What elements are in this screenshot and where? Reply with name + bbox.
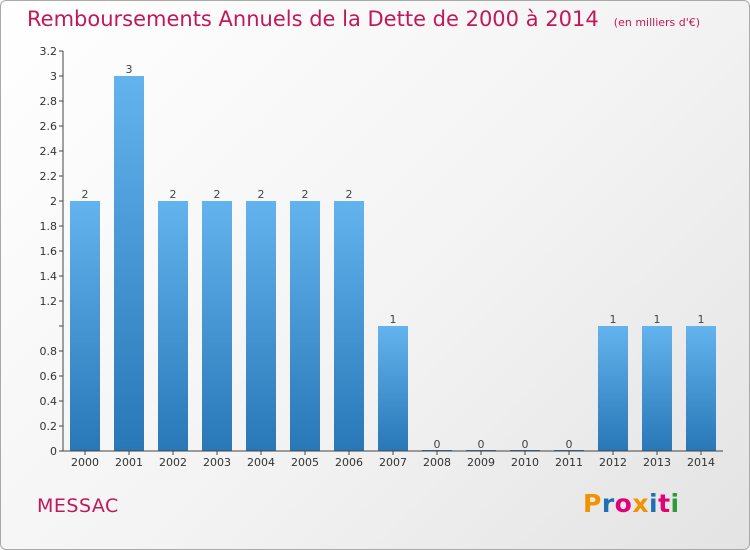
bar-value-label: 2 — [302, 188, 309, 201]
bar-value-label: 0 — [522, 438, 529, 451]
bar-2012 — [598, 326, 628, 451]
bar-2004 — [246, 201, 276, 451]
y-tick-label: 3.2 — [40, 45, 58, 58]
bar-2006 — [334, 201, 364, 451]
proxiti-logo: Proxiti — [583, 489, 680, 518]
bar-value-label: 1 — [698, 313, 705, 326]
chart-title: Remboursements Annuels de la Dette de 20… — [27, 7, 599, 31]
bar-value-label: 2 — [346, 188, 353, 201]
x-tick-label: 2008 — [423, 456, 451, 469]
y-tick-label: 2 — [50, 195, 57, 208]
bar-value-label: 2 — [258, 188, 265, 201]
logo-letter: P — [583, 489, 602, 518]
y-tick-label: 2.6 — [40, 120, 58, 133]
bar-2003 — [202, 201, 232, 451]
x-tick-label: 2001 — [115, 456, 143, 469]
bar-value-label: 1 — [610, 313, 617, 326]
x-tick-label: 2009 — [467, 456, 495, 469]
bar-value-label: 0 — [478, 438, 485, 451]
bar-value-label: 3 — [126, 63, 133, 76]
city-name: MESSAC — [37, 495, 119, 517]
bar-value-label: 0 — [566, 438, 573, 451]
x-tick-label: 2010 — [511, 456, 539, 469]
y-tick-label: 1.4 — [40, 270, 58, 283]
y-tick-label: 1.2 — [40, 295, 58, 308]
x-tick-label: 2012 — [599, 456, 627, 469]
y-tick-label: 0 — [50, 445, 57, 458]
bar-value-label: 2 — [170, 188, 177, 201]
logo-letter: i — [649, 489, 659, 518]
bar-2000 — [70, 201, 100, 451]
y-tick-label: 2.2 — [40, 170, 58, 183]
bar-2014 — [686, 326, 716, 451]
y-tick-label: 0.2 — [40, 420, 58, 433]
bar-2007 — [378, 326, 408, 451]
bar-value-label: 0 — [434, 438, 441, 451]
logo-letter: r — [601, 489, 615, 518]
bar-2001 — [114, 76, 144, 451]
bar-value-label: 1 — [654, 313, 661, 326]
bar-value-label: 1 — [390, 313, 397, 326]
logo-letter: x — [632, 489, 649, 518]
x-tick-label: 2000 — [71, 456, 99, 469]
bar-value-label: 2 — [214, 188, 221, 201]
x-tick-label: 2006 — [335, 456, 363, 469]
logo-letter: t — [658, 489, 671, 518]
y-tick-label: 2.4 — [40, 145, 58, 158]
logo-letter: i — [670, 489, 680, 518]
x-tick-label: 2011 — [555, 456, 583, 469]
y-tick-label: 0.4 — [40, 395, 58, 408]
x-tick-label: 2013 — [643, 456, 671, 469]
y-tick-label: 2.8 — [40, 95, 58, 108]
y-tick-label: 0.6 — [40, 370, 58, 383]
y-tick-label: 0.8 — [40, 345, 58, 358]
y-tick-label: 3 — [50, 70, 57, 83]
logo-letter: o — [614, 489, 633, 518]
bar-2002 — [158, 201, 188, 451]
x-tick-label: 2002 — [159, 456, 187, 469]
bar-2013 — [642, 326, 672, 451]
chart-title-block: Remboursements Annuels de la Dette de 20… — [27, 7, 700, 31]
x-tick-label: 2005 — [291, 456, 319, 469]
x-tick-label: 2014 — [687, 456, 715, 469]
x-tick-label: 2003 — [203, 456, 231, 469]
bar-value-label: 2 — [82, 188, 89, 201]
y-tick-label: 1.6 — [40, 245, 58, 258]
chart-unit: (en milliers d'€) — [613, 16, 701, 29]
x-tick-label: 2007 — [379, 456, 407, 469]
x-tick-label: 2004 — [247, 456, 275, 469]
bar-2005 — [290, 201, 320, 451]
y-tick-label: 1.8 — [40, 220, 58, 233]
